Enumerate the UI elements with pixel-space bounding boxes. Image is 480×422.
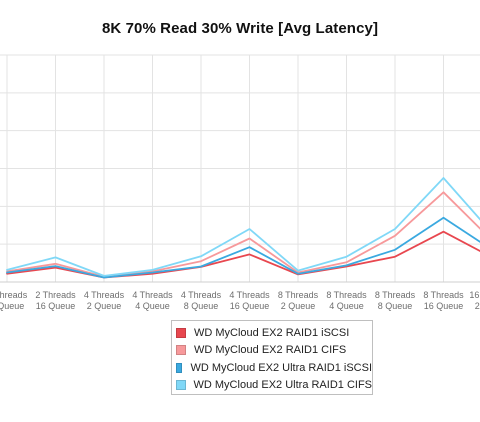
series-line-4 [6, 177, 480, 277]
x-tick-label: 2 Threads 16 Queue [35, 290, 76, 311]
chart-legend: WD MyCloud EX2 RAID1 iSCSI WD MyCloud EX2… [171, 320, 373, 395]
legend-swatch [176, 327, 186, 338]
x-tick-label-line: 16 Queue [36, 301, 76, 311]
x-tick-label-line: 16 Threads [469, 290, 480, 300]
vertical-gridlines [6, 55, 444, 282]
horizontal-gridlines [0, 54, 480, 283]
legend-label: WD MyCloud EX2 Ultra RAID1 CIFS [193, 379, 372, 392]
legend-label: WD MyCloud EX2 RAID1 CIFS [194, 344, 347, 357]
legend-swatch [176, 380, 186, 391]
x-tick-label-line: 4 Threads [229, 290, 270, 300]
x-tick-label-line: 4 Queue [329, 301, 364, 311]
x-tick-label-line: 2 Threads [0, 290, 28, 300]
x-tick-label-line: 16 Queue [230, 301, 270, 311]
x-tick-label: 8 Threads 4 Queue [326, 290, 367, 311]
x-tick-label-line: 8 Queue [378, 301, 413, 311]
x-tick-label-line: 8 Threads [278, 290, 319, 300]
x-tick-label-line: 8 Threads [326, 290, 367, 300]
legend-swatch [176, 345, 186, 356]
x-tick-label: 8 Threads 8 Queue [375, 290, 416, 311]
legend-label: WD MyCloud EX2 RAID1 iSCSI [194, 326, 350, 339]
x-tick-label-line: 4 Threads [84, 290, 125, 300]
x-tick-label: 4 Threads 16 Queue [229, 290, 270, 311]
legend-item: WD MyCloud EX2 RAID1 iSCSI [176, 324, 372, 342]
legend-item: WD MyCloud EX2 Ultra RAID1 CIFS [176, 377, 372, 395]
legend-label: WD MyCloud EX2 Ultra RAID1 iSCSI [190, 361, 372, 374]
x-tick-label: 4 Threads 8 Queue [181, 290, 222, 311]
x-tick-label: 8 Threads 16 Queue [423, 290, 464, 311]
series-line-3 [6, 216, 480, 279]
x-tick-label-line: 4 Queue [135, 301, 170, 311]
x-tick-label-line: 8 Threads [423, 290, 464, 300]
x-tick-label-line: 2 Queue [281, 301, 316, 311]
x-tick-label-line: 8 Queue [184, 301, 219, 311]
x-tick-label-line: 4 Threads [132, 290, 173, 300]
x-tick-label-line: 2 Queue [87, 301, 122, 311]
legend-item: WD MyCloud EX2 RAID1 CIFS [176, 342, 372, 360]
series-line-2 [6, 191, 480, 278]
x-tick-label: 8 Threads 2 Queue [278, 290, 319, 311]
x-tick-label: 4 Threads 4 Queue [132, 290, 173, 311]
x-tick-label-line: 2 Queue [475, 301, 480, 311]
x-tick-label-line: 2 Queue [0, 301, 24, 311]
x-tick-label-line: 2 Threads [35, 290, 76, 300]
chart-title: 8K 70% Read 30% Write [Avg Latency] [101, 20, 379, 37]
x-tick-label-line: 8 Threads [375, 290, 416, 300]
legend-item: WD MyCloud EX2 Ultra RAID1 iSCSI [176, 359, 372, 377]
x-tick-label-line: 4 Threads [181, 290, 222, 300]
x-tick-label-line: 16 Queue [424, 301, 464, 311]
legend-swatch [176, 362, 183, 373]
x-tick-label: 4 Threads 2 Queue [84, 290, 125, 311]
